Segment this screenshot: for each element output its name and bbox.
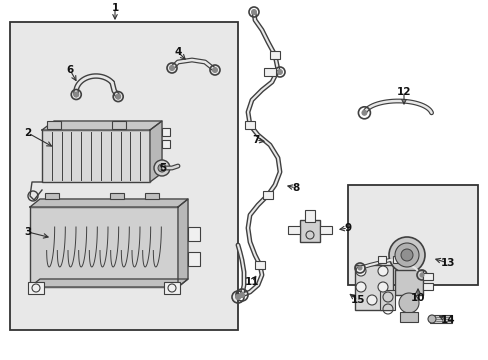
Circle shape — [73, 91, 79, 98]
Bar — [379, 290, 394, 310]
Bar — [392, 256, 400, 263]
Bar — [112, 121, 126, 129]
Circle shape — [355, 266, 365, 276]
Circle shape — [158, 164, 165, 172]
Text: 14: 14 — [440, 315, 454, 325]
Circle shape — [366, 295, 376, 305]
Bar — [42, 130, 150, 182]
Polygon shape — [150, 121, 162, 182]
Bar — [422, 273, 432, 280]
Circle shape — [212, 67, 218, 73]
Circle shape — [357, 266, 362, 270]
Bar — [354, 265, 392, 310]
Circle shape — [361, 110, 366, 116]
Circle shape — [235, 294, 241, 300]
Circle shape — [239, 292, 244, 298]
Circle shape — [377, 282, 387, 292]
Text: 6: 6 — [66, 65, 74, 75]
Bar — [45, 193, 59, 199]
Bar — [347, 185, 477, 285]
Circle shape — [419, 273, 424, 278]
Polygon shape — [30, 199, 187, 207]
Text: 13: 13 — [440, 258, 454, 268]
Bar — [163, 282, 180, 294]
Bar — [394, 270, 422, 295]
Text: 1: 1 — [111, 3, 119, 13]
Bar — [399, 312, 417, 322]
Polygon shape — [30, 279, 187, 287]
Text: 5: 5 — [159, 163, 166, 173]
Text: 15: 15 — [350, 295, 365, 305]
Text: 11: 11 — [244, 277, 259, 287]
Bar — [187, 252, 200, 266]
Circle shape — [115, 94, 121, 100]
Bar — [162, 128, 170, 136]
Bar — [319, 226, 331, 234]
Bar — [110, 193, 124, 199]
Bar — [254, 261, 264, 269]
Circle shape — [154, 160, 170, 176]
Bar — [422, 283, 432, 290]
Bar — [287, 226, 299, 234]
Circle shape — [398, 293, 418, 313]
Bar — [244, 121, 254, 129]
Circle shape — [427, 315, 435, 323]
Text: 3: 3 — [24, 227, 32, 237]
Circle shape — [355, 282, 365, 292]
Bar — [269, 51, 280, 59]
Text: 7: 7 — [252, 135, 259, 145]
Circle shape — [400, 249, 412, 261]
Bar — [10, 22, 238, 330]
Text: 10: 10 — [410, 293, 425, 303]
Circle shape — [169, 65, 175, 71]
Bar — [47, 121, 61, 129]
Circle shape — [394, 243, 418, 267]
Circle shape — [388, 237, 424, 273]
Text: 9: 9 — [344, 223, 351, 233]
Bar — [162, 140, 170, 148]
Polygon shape — [42, 121, 162, 130]
Text: 8: 8 — [292, 183, 299, 193]
Text: 12: 12 — [396, 87, 410, 97]
Bar — [145, 193, 159, 199]
Circle shape — [276, 69, 283, 75]
Polygon shape — [178, 199, 187, 287]
Circle shape — [250, 9, 257, 15]
Bar — [263, 191, 272, 199]
Text: 4: 4 — [174, 47, 182, 57]
Bar — [187, 227, 200, 241]
Bar — [429, 315, 451, 323]
Bar — [377, 256, 385, 263]
Bar — [299, 220, 319, 242]
Bar — [28, 282, 44, 294]
Text: 2: 2 — [24, 128, 32, 138]
Circle shape — [377, 266, 387, 276]
Bar — [30, 207, 178, 287]
Bar — [305, 210, 314, 222]
Bar — [264, 68, 275, 76]
